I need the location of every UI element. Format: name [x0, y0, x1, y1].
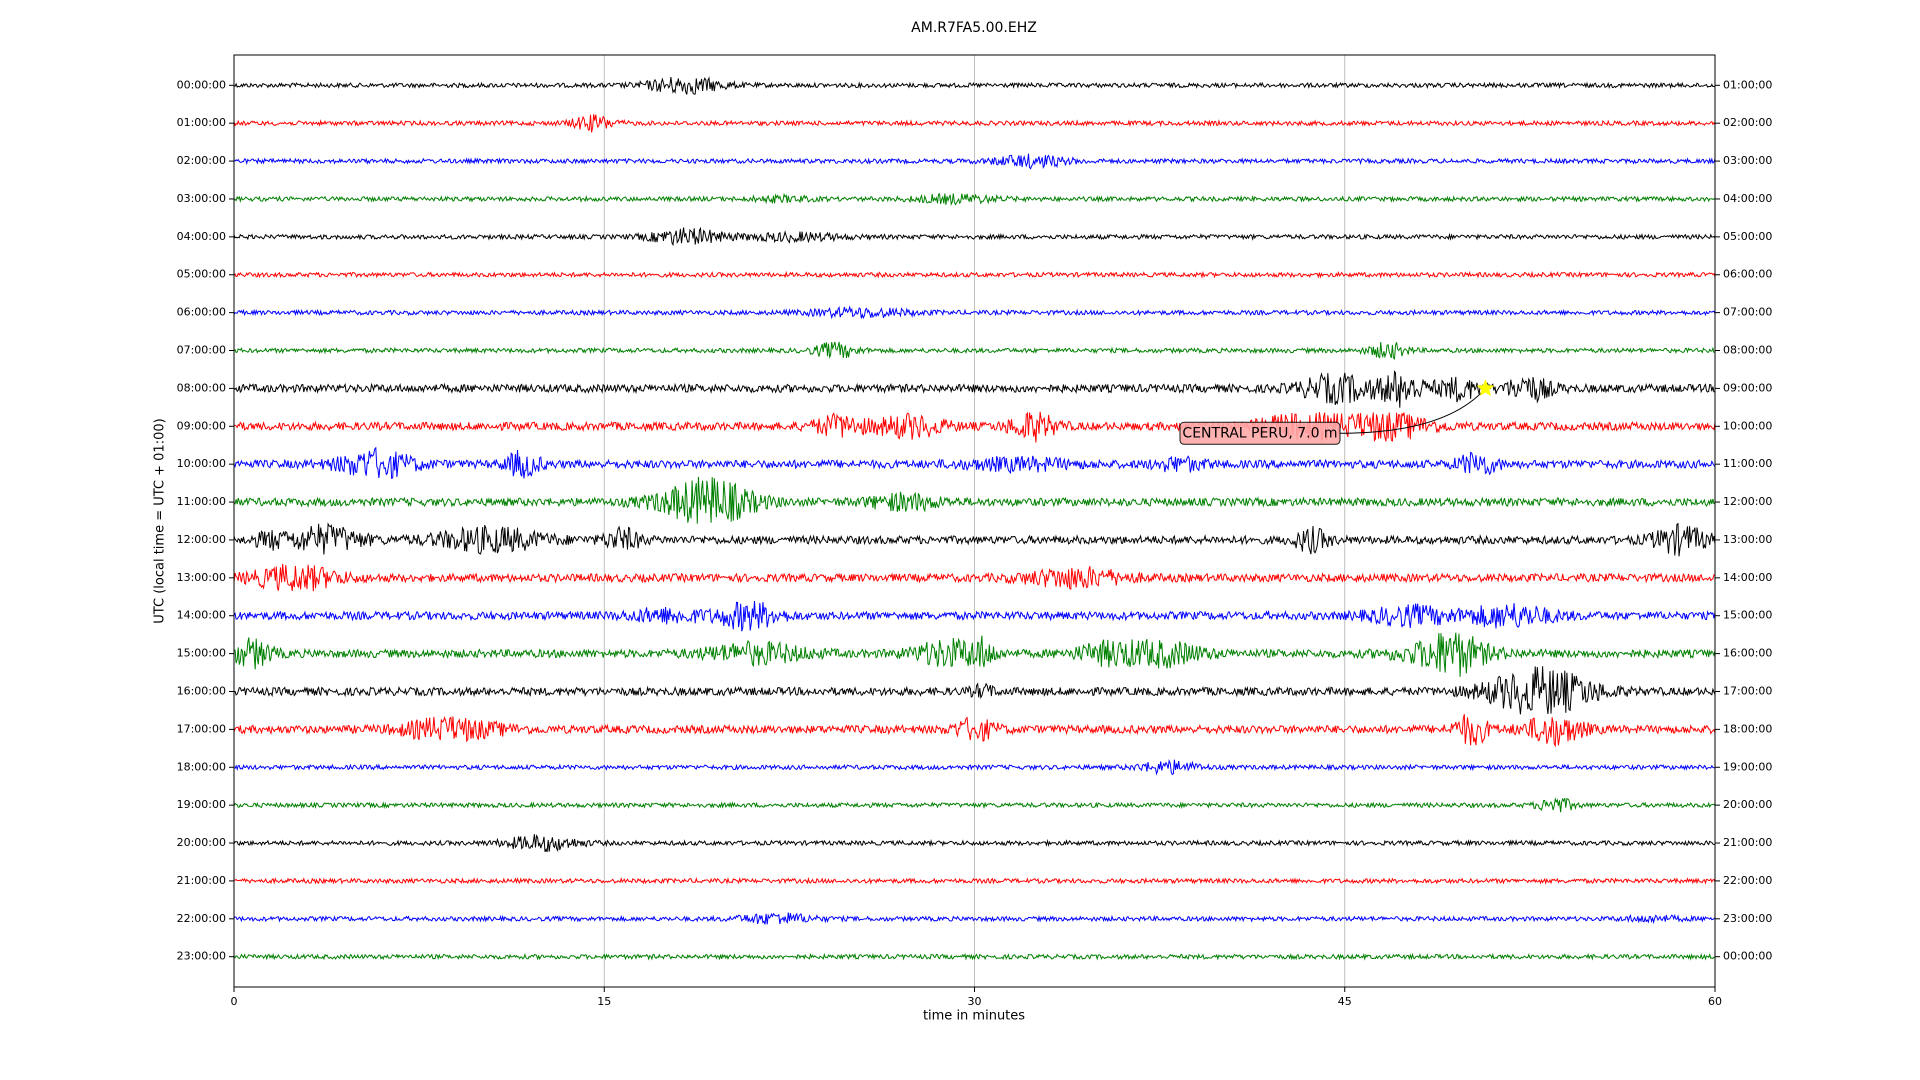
y2-tick-label: 01:00:00 — [1723, 78, 1772, 91]
y2-tick-label: 19:00:00 — [1723, 760, 1772, 773]
y2-tick-label: 18:00:00 — [1723, 722, 1772, 735]
x-tick-label: 15 — [597, 995, 611, 1008]
trace — [233, 226, 1716, 247]
x-tick-label: 30 — [968, 995, 982, 1008]
plot-frame — [233, 54, 1716, 988]
y-tick-label: 02:00:00 — [177, 154, 226, 167]
x-tick-label: 0 — [231, 995, 238, 1008]
trace — [233, 192, 1716, 207]
trace — [233, 341, 1716, 360]
y-tick-label: 16:00:00 — [177, 684, 226, 697]
y-tick-label: 22:00:00 — [177, 912, 226, 925]
annotation-label: CENTRAL PERU, 7.0 m — [1182, 425, 1337, 441]
trace — [233, 952, 1716, 961]
y2-tick-label: 04:00:00 — [1723, 192, 1772, 205]
x-axis-label: time in minutes — [923, 1009, 1025, 1024]
annotation-box — [1179, 421, 1341, 445]
y-tick-label: 13:00:00 — [177, 571, 226, 584]
y2-tick-label: 21:00:00 — [1723, 836, 1772, 849]
y2-tick-label: 14:00:00 — [1723, 571, 1772, 584]
y2-tick-label: 06:00:00 — [1723, 268, 1772, 281]
y2-tick-label: 13:00:00 — [1723, 533, 1772, 546]
x-tick-label: 45 — [1338, 995, 1352, 1008]
y-tick-label: 23:00:00 — [177, 950, 226, 963]
traces — [233, 76, 1716, 961]
y-tick-label: 04:00:00 — [177, 230, 226, 243]
trace — [233, 305, 1716, 320]
y2-tick-label: 23:00:00 — [1723, 912, 1772, 925]
trace — [233, 270, 1716, 279]
y-tick-label: 14:00:00 — [177, 609, 226, 622]
trace — [233, 411, 1716, 443]
y2-tick-label: 00:00:00 — [1723, 950, 1772, 963]
trace — [233, 114, 1716, 133]
trace — [233, 759, 1716, 776]
trace — [233, 666, 1716, 715]
y2-tick-label: 15:00:00 — [1723, 609, 1772, 622]
y2-tick-label: 22:00:00 — [1723, 874, 1772, 887]
trace — [233, 370, 1715, 408]
trace — [233, 834, 1716, 853]
y-tick-label: 15:00:00 — [177, 647, 226, 660]
y-tick-label: 07:00:00 — [177, 344, 226, 357]
y-tick-label: 03:00:00 — [177, 192, 226, 205]
trace — [233, 446, 1716, 480]
y-tick-label: 19:00:00 — [177, 798, 226, 811]
y2-tick-label: 17:00:00 — [1723, 684, 1772, 697]
trace — [233, 632, 1716, 677]
y-tick-label: 00:00:00 — [177, 78, 226, 91]
y-tick-label: 21:00:00 — [177, 874, 226, 887]
trace — [234, 76, 1716, 95]
y2-tick-label: 11:00:00 — [1723, 457, 1772, 470]
y-tick-label: 10:00:00 — [177, 457, 226, 470]
trace — [233, 153, 1716, 170]
y2-tick-label: 05:00:00 — [1723, 230, 1772, 243]
y-tick-label: 06:00:00 — [177, 306, 226, 319]
y2-tick-label: 20:00:00 — [1723, 798, 1772, 811]
x-tick-label: 60 — [1708, 995, 1722, 1008]
trace — [233, 563, 1716, 592]
y-tick-label: 12:00:00 — [177, 533, 226, 546]
trace — [233, 476, 1716, 524]
y2-tick-label: 10:00:00 — [1723, 419, 1772, 432]
trace — [233, 797, 1716, 813]
annotation-connector — [1339, 388, 1486, 434]
y-tick-label: 20:00:00 — [177, 836, 226, 849]
y2-tick-label: 12:00:00 — [1723, 495, 1772, 508]
y-tick-label: 11:00:00 — [177, 495, 226, 508]
y-tick-label: 01:00:00 — [177, 116, 226, 129]
y2-tick-label: 03:00:00 — [1723, 154, 1772, 167]
y2-tick-label: 08:00:00 — [1723, 344, 1772, 357]
trace — [233, 912, 1716, 925]
trace — [233, 522, 1716, 557]
trace — [233, 714, 1716, 748]
y2-tick-label: 16:00:00 — [1723, 647, 1772, 660]
y-tick-label: 09:00:00 — [177, 419, 226, 432]
trace — [233, 600, 1716, 632]
y2-tick-label: 07:00:00 — [1723, 306, 1772, 319]
y-tick-label: 05:00:00 — [177, 268, 226, 281]
y-tick-label: 18:00:00 — [177, 760, 226, 773]
y2-tick-label: 02:00:00 — [1723, 116, 1772, 129]
axes: 0 15 30 45 60 00:00:00 01:00:00 01:00:00 02:00:0… — [177, 54, 1772, 1008]
chart-title: AM.R7FA5.00.EHZ — [911, 20, 1037, 36]
y-axis-label: UTC (local time = UTC + 01:00) — [153, 418, 168, 623]
y-tick-label: 08:00:00 — [177, 381, 226, 394]
event-marker — [1476, 379, 1495, 397]
grid — [233, 55, 1716, 987]
y2-tick-label: 09:00:00 — [1723, 381, 1772, 394]
y-tick-label: 17:00:00 — [177, 722, 226, 735]
trace — [234, 876, 1716, 886]
